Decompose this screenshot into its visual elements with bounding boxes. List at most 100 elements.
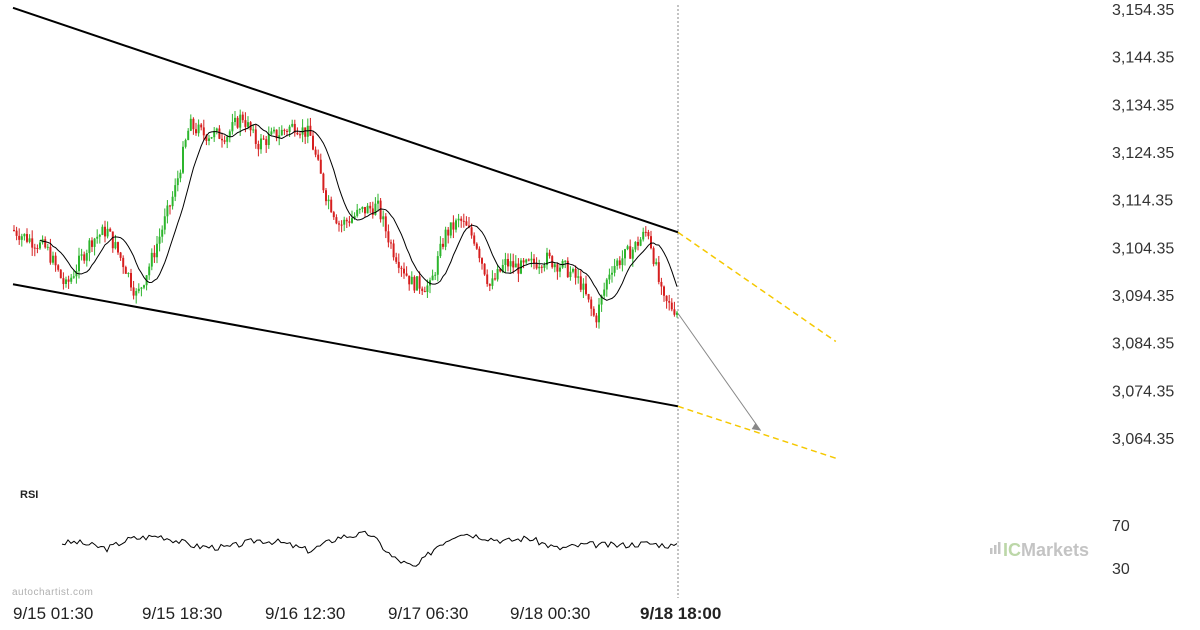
- candle-body: [455, 220, 457, 230]
- candle-body: [488, 283, 491, 286]
- x-tick-label: 9/17 06:30: [388, 604, 468, 623]
- candle-body: [171, 196, 174, 207]
- y-tick-label: 3,134.35: [1112, 97, 1174, 114]
- y-tick-label: 3,064.35: [1112, 431, 1174, 448]
- candle-body: [478, 248, 481, 259]
- candle-body: [624, 249, 626, 259]
- candle-body: [286, 130, 288, 132]
- y-tick-label: 3,114.35: [1112, 193, 1173, 210]
- candle-body: [356, 209, 359, 216]
- candle-body: [280, 129, 283, 136]
- candle-body: [533, 258, 535, 264]
- candle-body: [179, 172, 182, 179]
- candle-body: [390, 242, 392, 244]
- candle-body: [275, 129, 278, 139]
- candle-body: [265, 139, 268, 146]
- candle-body: [18, 235, 21, 240]
- candle-body: [595, 315, 598, 323]
- candle-body: [158, 236, 161, 244]
- candle-body: [114, 242, 117, 249]
- candle-body: [676, 312, 678, 315]
- candle-body: [416, 276, 418, 291]
- candle-body: [585, 283, 587, 295]
- candle-body: [117, 242, 119, 253]
- candle-body: [468, 225, 470, 228]
- candle-body: [312, 135, 314, 150]
- candle-body: [626, 246, 629, 250]
- candle-body: [657, 262, 660, 282]
- x-tick-label: 9/15 01:30: [13, 604, 93, 623]
- candle-body: [540, 266, 543, 268]
- y-tick-label: 3,074.35: [1112, 383, 1174, 400]
- candle-body: [527, 259, 530, 261]
- candle-body: [647, 231, 650, 237]
- candle-body: [577, 276, 580, 278]
- candle-body: [301, 127, 304, 135]
- candle-body: [296, 132, 299, 135]
- candle-body: [195, 129, 197, 134]
- candle-body: [325, 190, 327, 202]
- candle-body: [49, 246, 52, 263]
- candle-body: [223, 140, 226, 142]
- candle-body: [473, 235, 476, 244]
- candle-body: [109, 228, 112, 232]
- candle-body: [673, 309, 676, 315]
- candle-body: [384, 216, 387, 232]
- candle-body: [26, 233, 28, 242]
- candle-body: [15, 230, 18, 236]
- candle-body: [80, 254, 83, 256]
- candle-body: [122, 257, 125, 268]
- candle-body: [483, 263, 486, 275]
- candle-body: [618, 260, 621, 266]
- candle-body: [397, 261, 400, 268]
- candle-body: [535, 263, 538, 269]
- support-line: [12, 283, 679, 408]
- candle-body: [642, 231, 645, 240]
- candle-body: [174, 185, 177, 197]
- candle-body: [39, 242, 41, 249]
- candle-body: [184, 140, 187, 147]
- candle-body: [444, 229, 447, 247]
- candle-body: [499, 269, 502, 272]
- candle-body: [332, 212, 335, 218]
- candle-body: [234, 117, 236, 123]
- candle-body: [338, 223, 340, 225]
- candle-body: [377, 200, 379, 204]
- candle-body: [442, 243, 444, 247]
- candle-body: [452, 222, 455, 230]
- candle-body: [423, 290, 426, 293]
- candle-body: [621, 258, 624, 266]
- candle-body: [140, 287, 143, 289]
- y-tick-label: 3,144.35: [1112, 50, 1174, 67]
- candle-body: [637, 241, 639, 246]
- brand-name: ICMarkets: [1003, 540, 1089, 560]
- candle-body: [135, 291, 138, 296]
- candle-body: [457, 218, 460, 221]
- candle-body: [132, 287, 135, 296]
- candle-body: [23, 233, 26, 237]
- candle-body: [504, 258, 507, 265]
- candle-body: [462, 220, 465, 222]
- candle-body: [13, 229, 15, 231]
- candle-body: [231, 122, 234, 132]
- candle-body: [96, 236, 99, 239]
- candle-body: [491, 278, 494, 286]
- candle-body: [197, 124, 200, 134]
- forecast-arrow-line: [677, 313, 762, 431]
- watermark: autochartist.com: [12, 587, 93, 598]
- candle-body: [67, 279, 70, 282]
- candle-body: [46, 246, 49, 248]
- candle-body: [572, 268, 574, 272]
- candle-body: [668, 301, 671, 303]
- trend-lines: [12, 6, 837, 459]
- candle-body: [189, 118, 192, 131]
- candle-body: [143, 285, 145, 288]
- candle-body: [439, 243, 442, 257]
- brand-rest: Markets: [1021, 540, 1089, 560]
- candle-body: [366, 205, 369, 214]
- candle-body: [631, 249, 634, 259]
- candle-body: [62, 278, 65, 285]
- candle-body: [470, 227, 473, 236]
- candle-body: [335, 217, 338, 224]
- candle-body: [543, 265, 546, 268]
